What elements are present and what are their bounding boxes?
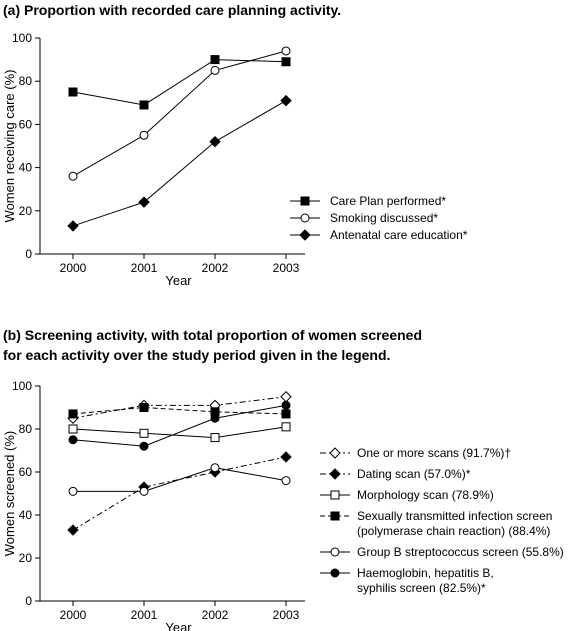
y-tick-label: 0 <box>25 247 32 261</box>
series-line <box>73 467 287 492</box>
x-tick-label: 2000 <box>60 608 87 622</box>
y-tick-label: 60 <box>19 117 33 131</box>
x-tick-label: 2002 <box>202 608 229 622</box>
y-axis-label: Women receiving care (%) <box>2 70 17 223</box>
data-point <box>139 100 149 110</box>
data-point <box>139 486 149 496</box>
legend-marker <box>300 196 310 206</box>
data-point <box>280 94 292 107</box>
data-point <box>68 486 78 496</box>
data-point <box>67 524 79 536</box>
series-line <box>72 50 287 177</box>
data-point <box>138 196 150 208</box>
x-tick-label: 2002 <box>202 261 229 275</box>
data-point <box>210 433 220 443</box>
y-tick-label: 0 <box>25 594 32 608</box>
y-tick-label: 80 <box>19 422 33 436</box>
data-point <box>139 428 149 438</box>
data-point <box>210 65 220 75</box>
data-point <box>210 463 220 473</box>
series-line <box>72 426 287 439</box>
data-point <box>209 135 221 148</box>
legend-label: Dating scan (57.0%)* <box>357 467 471 481</box>
data-point <box>280 391 292 403</box>
y-tick-label: 100 <box>12 31 32 45</box>
y-axis-label: Women screened (%) <box>2 431 17 556</box>
data-point <box>281 409 291 419</box>
legend-label: Morphology scan (78.9%) <box>357 488 494 502</box>
chart-title-line2: for each activity over the study period … <box>3 347 390 363</box>
legend-label: Haemoglobin, hepatitis B, <box>357 566 494 580</box>
data-point <box>139 403 149 412</box>
data-point <box>67 220 79 232</box>
y-tick-label: 40 <box>19 508 33 522</box>
series-line <box>72 396 287 419</box>
legend-marker <box>299 229 311 241</box>
chart-title: (a) Proportion with recorded care planni… <box>3 2 341 18</box>
data-point <box>281 57 291 67</box>
data-point <box>139 441 149 451</box>
legend-marker <box>330 568 340 578</box>
x-tick-label: 2003 <box>273 608 300 622</box>
legend-label-line2: (polymerase chain reaction) (88.4%) <box>357 524 550 538</box>
data-point <box>280 451 292 463</box>
series-line <box>72 456 287 531</box>
legend-label-line2: syphilis screen (82.5%)* <box>357 581 486 595</box>
data-point <box>68 87 78 97</box>
series-line <box>72 406 287 415</box>
data-point <box>281 400 291 410</box>
legend-marker <box>329 468 341 480</box>
data-point <box>210 413 220 423</box>
x-tick-label: 2003 <box>273 261 300 275</box>
legend-label: Care Plan performed* <box>330 194 446 208</box>
legend-marker <box>330 547 340 557</box>
axes <box>39 38 305 255</box>
legend-marker <box>330 490 340 500</box>
x-tick-label: 2000 <box>60 261 87 275</box>
y-tick-label: 100 <box>12 379 32 393</box>
y-tick-label: 60 <box>19 465 33 479</box>
legend-label: Group B streptococcus screen (55.8%) <box>357 545 564 559</box>
y-tick-label: 80 <box>19 74 33 88</box>
data-point <box>281 46 291 56</box>
series-line <box>72 59 287 106</box>
legend-marker <box>329 447 341 459</box>
series-line <box>72 100 287 227</box>
y-tick-label: 40 <box>19 161 33 175</box>
data-point <box>68 435 78 445</box>
data-point <box>139 130 149 140</box>
data-point <box>281 422 291 432</box>
x-tick-label: 2001 <box>131 261 158 275</box>
legend-label: Antenatal care education* <box>330 228 468 242</box>
data-point <box>68 171 78 181</box>
y-tick-label: 20 <box>19 204 33 218</box>
legend-label: Sexually transmitted infection screen <box>357 509 552 523</box>
x-axis-label: Year <box>165 273 192 288</box>
data-point <box>68 409 78 419</box>
data-point <box>68 424 78 434</box>
x-tick-label: 2001 <box>131 608 158 622</box>
series-line <box>72 404 287 447</box>
y-tick-label: 20 <box>19 551 33 565</box>
x-axis-label: Year <box>165 620 192 631</box>
legend-label: Smoking discussed* <box>330 211 438 225</box>
data-point <box>210 55 220 65</box>
legend-marker <box>300 213 310 223</box>
data-point <box>281 476 291 486</box>
chart-a: (a) Proportion with recorded care planni… <box>2 2 468 288</box>
legend-label: One or more scans (91.7%)† <box>357 446 511 460</box>
axes <box>39 386 305 602</box>
chart-b: (b) Screening activity, with total propo… <box>2 327 564 631</box>
chart-title: (b) Screening activity, with total propo… <box>3 327 422 343</box>
legend-marker <box>330 511 340 521</box>
